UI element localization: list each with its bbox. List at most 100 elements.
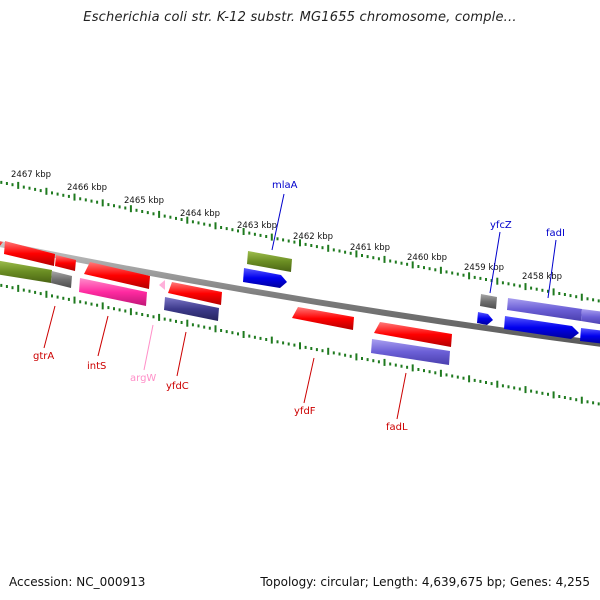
gene-arrow-gtrA[interactable] bbox=[0, 260, 52, 283]
outer-tick-83 bbox=[456, 272, 459, 276]
outer-tick-95 bbox=[524, 283, 527, 291]
outer-tick-58 bbox=[315, 245, 318, 249]
inner-tick-49 bbox=[265, 338, 268, 341]
leader-yfcZ bbox=[489, 231, 501, 294]
outer-tick-19 bbox=[96, 200, 99, 204]
gene-label-yfdF[interactable]: yfdF bbox=[294, 406, 316, 417]
inner-tick-57 bbox=[310, 347, 313, 350]
outer-tick-72 bbox=[394, 260, 397, 264]
outer-tick-25 bbox=[129, 205, 132, 213]
gene-arrow-3[interactable] bbox=[55, 255, 76, 271]
inner-tick-85 bbox=[468, 375, 471, 383]
outer-tick-40 bbox=[214, 222, 217, 230]
outer-tick-44 bbox=[237, 229, 239, 233]
gene-label-mlaA[interactable]: mlaA bbox=[272, 180, 298, 191]
inner-tick-8 bbox=[34, 290, 37, 294]
gene-arrow-intS-top[interactable] bbox=[84, 262, 150, 289]
accession-text: Accession: NC_000913 bbox=[9, 575, 146, 589]
gene-arrow-fadI-2[interactable] bbox=[580, 328, 600, 344]
outer-tick-10 bbox=[45, 187, 48, 195]
outer-tick-64 bbox=[349, 251, 352, 255]
outer-tick-57 bbox=[310, 244, 313, 247]
outer-tick-29 bbox=[152, 212, 155, 216]
inner-tick-103 bbox=[569, 397, 572, 401]
gene-label-yfcZ[interactable]: yfcZ bbox=[490, 220, 512, 231]
gene-arrow-yfcZ-top[interactable] bbox=[480, 294, 497, 309]
gene-arrow-fadI-top[interactable] bbox=[507, 298, 582, 321]
inner-tick-42 bbox=[225, 330, 228, 334]
outer-tick-88 bbox=[485, 278, 487, 281]
leader-gtrA bbox=[43, 305, 56, 349]
outer-tick-26 bbox=[135, 208, 138, 212]
outer-tick-108 bbox=[597, 299, 600, 303]
gene-arrow-fadL-top[interactable] bbox=[374, 322, 452, 347]
inner-tick-45 bbox=[242, 331, 245, 338]
inner-tick-12 bbox=[56, 295, 59, 299]
kbp-label-2462: 2462 kbp bbox=[293, 232, 333, 242]
gene-label-argW[interactable]: argW bbox=[130, 373, 156, 384]
gene-arrow-yfdC[interactable] bbox=[164, 297, 219, 321]
gene-arrow-2[interactable] bbox=[4, 241, 55, 266]
inner-tick-62 bbox=[338, 352, 341, 356]
outer-tick-46 bbox=[248, 231, 251, 235]
gene-label-yfdC[interactable]: yfdC bbox=[166, 381, 189, 392]
outer-tick-80 bbox=[439, 266, 442, 274]
kbp-label-2464: 2464 kbp bbox=[180, 209, 220, 219]
inner-tick-75 bbox=[411, 364, 414, 372]
inner-tick-23 bbox=[118, 308, 121, 312]
inner-tick-60 bbox=[327, 347, 330, 355]
inner-tick-30 bbox=[158, 313, 161, 321]
gene-arrow-yfdC-top[interactable] bbox=[168, 282, 222, 305]
inner-tick-102 bbox=[563, 396, 566, 399]
outer-tick-79 bbox=[434, 268, 437, 272]
gene-arrow-1[interactable] bbox=[0, 240, 3, 252]
inner-tick-106 bbox=[586, 400, 589, 404]
outer-tick-16 bbox=[79, 197, 82, 201]
gene-label-gtrA[interactable]: gtrA bbox=[33, 351, 54, 362]
outer-tick-87 bbox=[479, 276, 482, 280]
gene-arrow-mlaA-top[interactable] bbox=[247, 251, 292, 272]
outer-tick-53 bbox=[287, 239, 290, 243]
gene-arrow-mlaA[interactable] bbox=[243, 268, 287, 288]
outer-tick-70 bbox=[383, 255, 386, 263]
inner-tick-95 bbox=[524, 386, 527, 394]
inner-tick-93 bbox=[513, 386, 516, 390]
outer-tick-55 bbox=[299, 239, 301, 247]
outer-scale-track bbox=[0, 180, 600, 303]
gene-arrow-gtrA-tail[interactable] bbox=[51, 271, 72, 288]
kbp-label-2460: 2460 kbp bbox=[407, 253, 447, 263]
inner-tick-54 bbox=[293, 343, 296, 347]
gene-label-fadL[interactable]: fadL bbox=[386, 422, 408, 433]
inner-tick-2 bbox=[0, 283, 3, 287]
forward-strand-genes bbox=[0, 240, 600, 365]
outer-tick-101 bbox=[558, 292, 561, 295]
inner-tick-33 bbox=[175, 319, 177, 323]
outer-tick-33 bbox=[175, 216, 177, 220]
inner-tick-40 bbox=[214, 325, 217, 333]
outer-tick-13 bbox=[62, 193, 65, 197]
outer-tick-41 bbox=[220, 226, 223, 229]
outer-tick-5 bbox=[17, 181, 20, 189]
inner-tick-47 bbox=[253, 335, 256, 339]
inner-tick-61 bbox=[332, 351, 335, 355]
gene-arrow-fadI-top-2[interactable] bbox=[581, 309, 600, 325]
gene-label-intS[interactable]: intS bbox=[87, 361, 106, 372]
chromosome-backbone bbox=[0, 240, 600, 347]
outer-tick-100 bbox=[552, 288, 555, 296]
gene-label-fadI[interactable]: fadI bbox=[546, 228, 565, 239]
inner-tick-104 bbox=[575, 398, 578, 402]
gene-arrow-yfcZ[interactable] bbox=[477, 312, 493, 325]
outer-tick-85 bbox=[468, 272, 471, 280]
outer-tick-27 bbox=[141, 210, 144, 213]
outer-tick-103 bbox=[569, 294, 572, 298]
gene-arrow-fadL[interactable] bbox=[371, 339, 450, 365]
inner-tick-24 bbox=[124, 309, 127, 313]
gene-arrow-yfdF[interactable] bbox=[292, 307, 354, 330]
outer-tick-49 bbox=[265, 235, 268, 238]
gene-arrow-fadI[interactable] bbox=[504, 316, 579, 339]
outer-tick-69 bbox=[377, 257, 380, 261]
gene-arrow-intS[interactable] bbox=[79, 278, 147, 306]
gene-arrow-argW[interactable] bbox=[159, 280, 165, 290]
inner-tick-69 bbox=[377, 360, 380, 364]
